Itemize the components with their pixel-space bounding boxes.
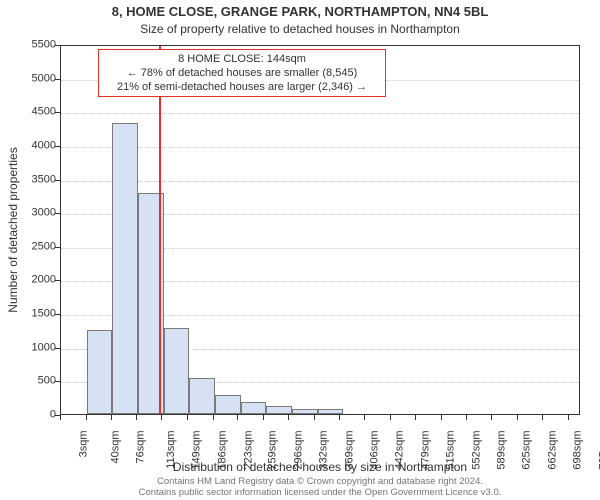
x-tick-mark — [288, 415, 289, 420]
histogram-bar — [112, 123, 138, 414]
x-tick-mark — [542, 415, 543, 420]
y-tick-label: 3500 — [16, 174, 56, 185]
histogram-bar — [164, 328, 190, 414]
x-tick-mark — [517, 415, 518, 420]
histogram-bar — [292, 409, 318, 414]
x-tick-mark — [111, 415, 112, 420]
x-tick-label: 698sqm — [573, 431, 584, 470]
y-tick-mark — [55, 213, 60, 214]
footer-line-1: Contains HM Land Registry data © Crown c… — [157, 476, 483, 487]
x-tick-mark — [568, 415, 569, 420]
y-tick-mark — [55, 112, 60, 113]
x-tick-mark — [415, 415, 416, 420]
x-tick-label: 3sqm — [78, 431, 89, 458]
x-tick-label: 149sqm — [192, 431, 203, 470]
x-tick-mark — [60, 415, 61, 420]
x-tick-mark — [491, 415, 492, 420]
y-tick-mark — [55, 146, 60, 147]
y-tick-label: 4500 — [16, 107, 56, 118]
y-tick-label: 0 — [16, 410, 56, 421]
x-tick-mark — [339, 415, 340, 420]
y-tick-label: 1000 — [16, 342, 56, 353]
y-tick-label: 2000 — [16, 275, 56, 286]
callout-line-2: ← 78% of detached houses are smaller (8,… — [105, 66, 379, 80]
y-tick-label: 1500 — [16, 309, 56, 320]
x-tick-label: 662sqm — [548, 431, 559, 470]
reference-line — [159, 46, 161, 414]
x-tick-mark — [441, 415, 442, 420]
x-tick-mark — [263, 415, 264, 420]
x-tick-label: 552sqm — [471, 431, 482, 470]
y-tick-mark — [55, 314, 60, 315]
x-tick-mark — [86, 415, 87, 420]
gridline — [61, 181, 579, 182]
x-tick-label: 406sqm — [370, 431, 381, 470]
footer-attribution: Contains HM Land Registry data © Crown c… — [60, 476, 580, 498]
chart-title: 8, HOME CLOSE, GRANGE PARK, NORTHAMPTON,… — [0, 4, 600, 19]
x-tick-label: 186sqm — [218, 431, 229, 470]
y-tick-label: 3000 — [16, 208, 56, 219]
callout-line-3: 21% of semi-detached houses are larger (… — [105, 80, 379, 94]
x-tick-label: 296sqm — [294, 431, 305, 470]
x-tick-label: 76sqm — [135, 431, 146, 464]
chart-container: 8, HOME CLOSE, GRANGE PARK, NORTHAMPTON,… — [0, 0, 600, 500]
histogram-bar — [189, 378, 215, 414]
histogram-bar — [241, 402, 267, 414]
y-tick-mark — [55, 247, 60, 248]
x-tick-label: 40sqm — [110, 431, 121, 464]
x-tick-label: 442sqm — [395, 431, 406, 470]
x-tick-mark — [136, 415, 137, 420]
y-tick-mark — [55, 280, 60, 281]
chart-subtitle: Size of property relative to detached ho… — [0, 22, 600, 36]
y-tick-label: 5500 — [16, 40, 56, 51]
x-tick-mark — [390, 415, 391, 420]
y-tick-mark — [55, 348, 60, 349]
gridline — [61, 113, 579, 114]
y-tick-label: 2500 — [16, 241, 56, 252]
x-tick-label: 369sqm — [344, 431, 355, 470]
histogram-bar — [266, 406, 292, 414]
histogram-bar — [87, 330, 113, 414]
x-tick-mark — [161, 415, 162, 420]
footer-line-2: Contains public sector information licen… — [139, 487, 502, 498]
x-tick-label: 479sqm — [421, 431, 432, 470]
x-tick-label: 589sqm — [497, 431, 508, 470]
histogram-bar — [215, 395, 241, 414]
x-tick-label: 259sqm — [268, 431, 279, 470]
y-tick-label: 5000 — [16, 73, 56, 84]
x-tick-label: 515sqm — [446, 431, 457, 470]
y-tick-label: 4000 — [16, 140, 56, 151]
callout-box: 8 HOME CLOSE: 144sqm← 78% of detached ho… — [98, 49, 386, 97]
plot-area — [60, 45, 580, 415]
y-tick-mark — [55, 381, 60, 382]
x-tick-label: 332sqm — [319, 431, 330, 470]
x-tick-mark — [187, 415, 188, 420]
x-tick-label: 113sqm — [166, 431, 177, 469]
callout-line-1: 8 HOME CLOSE: 144sqm — [105, 52, 379, 66]
x-tick-label: 223sqm — [243, 431, 254, 470]
y-tick-label: 500 — [16, 376, 56, 387]
histogram-bar — [318, 409, 344, 414]
x-tick-mark — [466, 415, 467, 420]
x-tick-label: 625sqm — [522, 431, 533, 470]
gridline — [61, 147, 579, 148]
y-tick-mark — [55, 180, 60, 181]
y-tick-mark — [55, 45, 60, 46]
x-tick-mark — [364, 415, 365, 420]
y-tick-mark — [55, 79, 60, 80]
x-tick-mark — [237, 415, 238, 420]
x-tick-mark — [213, 415, 214, 420]
x-tick-mark — [314, 415, 315, 420]
